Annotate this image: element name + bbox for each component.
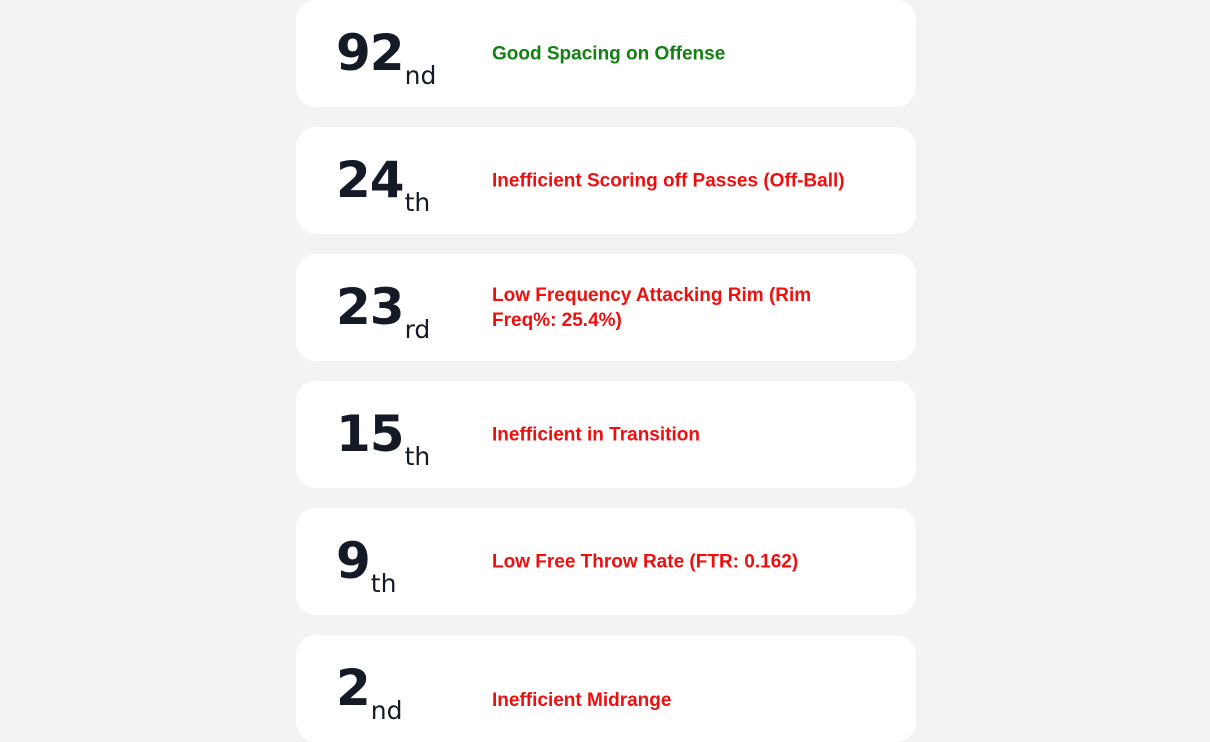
insight-card: 92nd Good Spacing on Offense [296,0,916,107]
percentile-number: 23 [336,278,405,336]
insight-card: 15th Inefficient in Transition [296,381,916,488]
percentile-suffix: nd [404,61,437,90]
insight-card: 2nd Inefficient Midrange [296,635,916,742]
percentile-number: 2 [336,659,371,717]
percentile-suffix: nd [370,696,403,725]
percentile-number: 92 [336,24,405,82]
insight-label: Inefficient in Transition [492,424,700,445]
insight-label: Inefficient Midrange [492,690,672,711]
insight-label: Inefficient Scoring off Passes (Off-Ball… [492,170,845,191]
percentile-suffix: th [404,188,431,217]
percentile-suffix: rd [404,315,431,344]
insight-label: Low Free Throw Rate (FTR: 0.162) [492,551,799,572]
insight-card: 23rd Low Frequency Attacking Rim (Rim Fr… [296,254,916,361]
insight-card: 24th Inefficient Scoring off Passes (Off… [296,127,916,234]
percentile-rank: 9th [336,532,396,598]
percentile-suffix: th [404,442,431,471]
percentile-rank: 92nd [336,24,436,90]
percentile-rank: 2nd [336,659,403,725]
insight-card: 9th Low Free Throw Rate (FTR: 0.162) [296,508,916,615]
percentile-rank: 15th [336,405,430,471]
insight-label: Low Frequency Attacking Rim (Rim Freq%: … [492,284,812,331]
percentile-number: 24 [336,151,405,209]
percentile-rank: 24th [336,151,430,217]
insight-label: Good Spacing on Offense [492,43,726,64]
percentile-suffix: th [370,569,397,598]
percentile-rank: 23rd [336,278,430,344]
percentile-number: 9 [336,532,371,590]
percentile-number: 15 [336,405,405,463]
